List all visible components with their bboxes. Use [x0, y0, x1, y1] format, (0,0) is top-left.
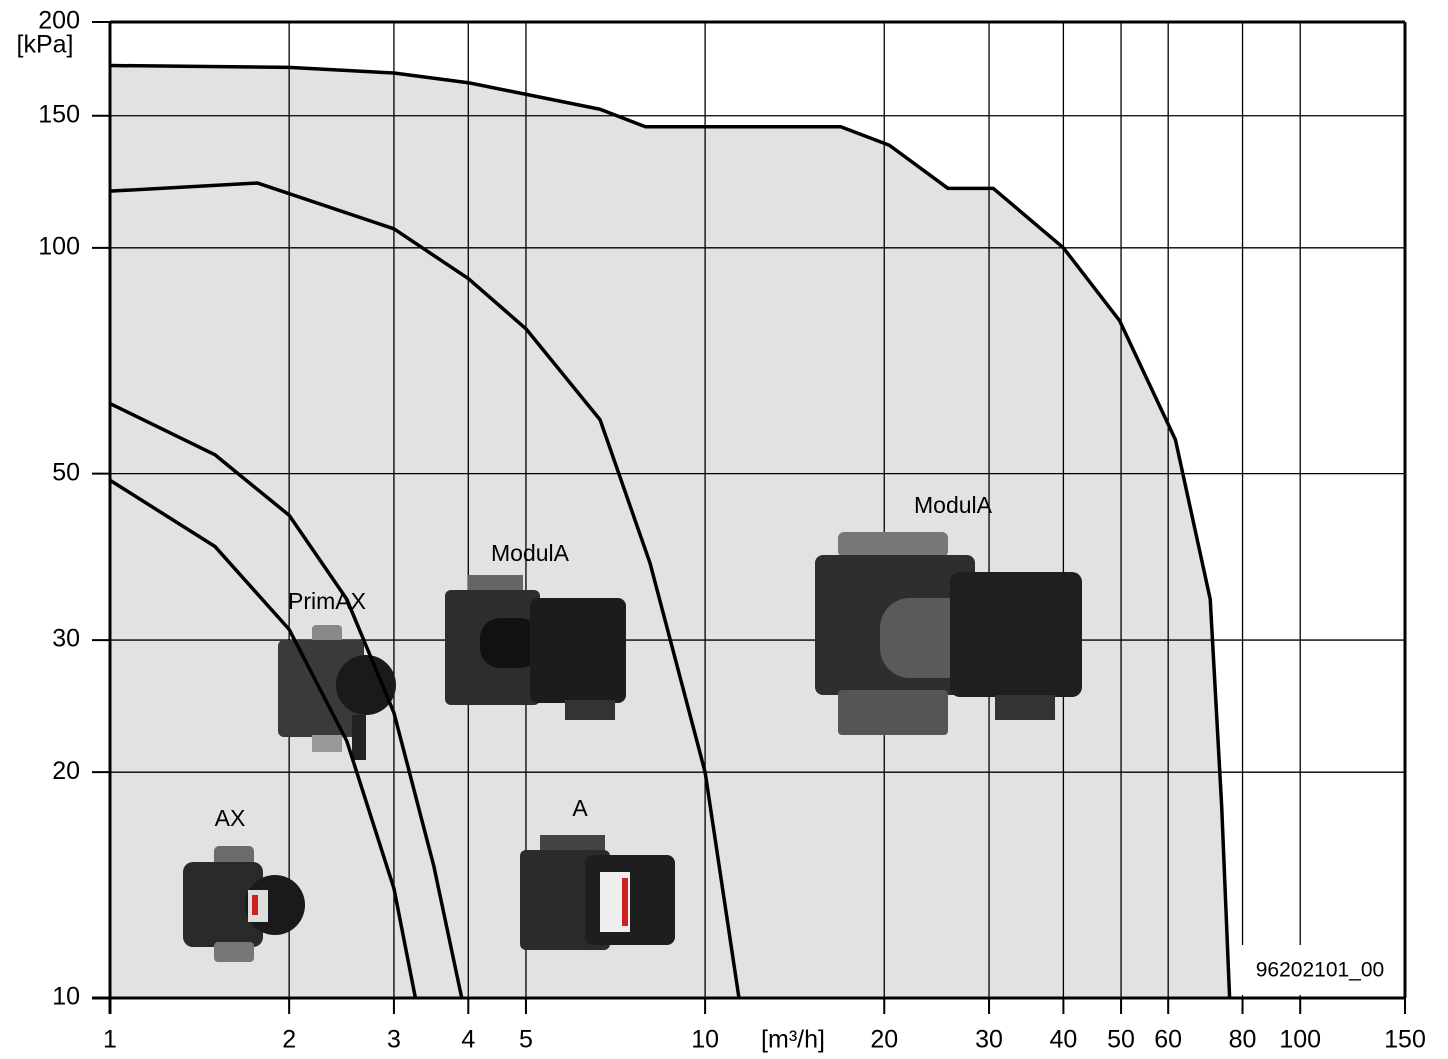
x-tick-label: 60 — [1154, 1026, 1182, 1054]
pump-image — [815, 532, 1082, 735]
y-tick-label: 30 — [52, 625, 80, 653]
x-tick-label: 50 — [1107, 1026, 1135, 1054]
y-tick-label: 10 — [52, 983, 80, 1011]
annotation: PrimAX — [288, 588, 366, 614]
y-tick-label: 150 — [38, 100, 80, 128]
envelope-area — [110, 65, 1230, 999]
pump-image — [520, 835, 675, 950]
x-tick-label: 80 — [1229, 1026, 1257, 1054]
y-tick-label: 200 — [38, 7, 80, 35]
x-tick-label: 150 — [1384, 1026, 1426, 1054]
x-tick-label: 30 — [975, 1026, 1003, 1054]
curve — [109, 63, 1232, 999]
x-tick-label: 40 — [1049, 1026, 1077, 1054]
data-layer: AX PrimAX ModulA A ModulA 96202101_00 — [109, 20, 1407, 999]
x-tick-label: 1 — [103, 1026, 117, 1054]
y-tick-label: 20 — [52, 757, 80, 785]
curve — [109, 478, 418, 999]
annotation: ModulA — [491, 540, 570, 566]
annotation: ModulA — [914, 492, 993, 518]
pump-images — [183, 532, 1082, 962]
x-tick-label: 4 — [461, 1026, 475, 1054]
grid-layer: 10 20 30 50 100 150 200 1 2 3 4 5 10 20 30 40 50 60 80 100 1… — [38, 7, 1426, 1054]
code-box — [1240, 945, 1402, 995]
y-axis-label: [kPa] — [17, 31, 74, 59]
x-tick-label: 20 — [870, 1026, 898, 1054]
x-axis-label: [m³/h] — [761, 1026, 825, 1054]
pump-image — [445, 575, 626, 720]
x-tick-label: 10 — [691, 1026, 719, 1054]
x-tick-label: 2 — [282, 1026, 296, 1054]
annotation: A — [572, 795, 588, 821]
drawing-code: 96202101_00 — [1256, 959, 1384, 982]
y-tick-label: 50 — [52, 458, 80, 486]
x-tick-label: 3 — [387, 1026, 401, 1054]
curve — [109, 181, 741, 999]
y-tick-label: 100 — [38, 232, 80, 260]
curve — [109, 401, 464, 999]
x-tick-label: 5 — [519, 1026, 533, 1054]
annotation: AX — [215, 805, 246, 831]
pump-image — [183, 846, 305, 962]
area-layer — [110, 65, 1230, 999]
x-tick-label: 100 — [1279, 1026, 1321, 1054]
